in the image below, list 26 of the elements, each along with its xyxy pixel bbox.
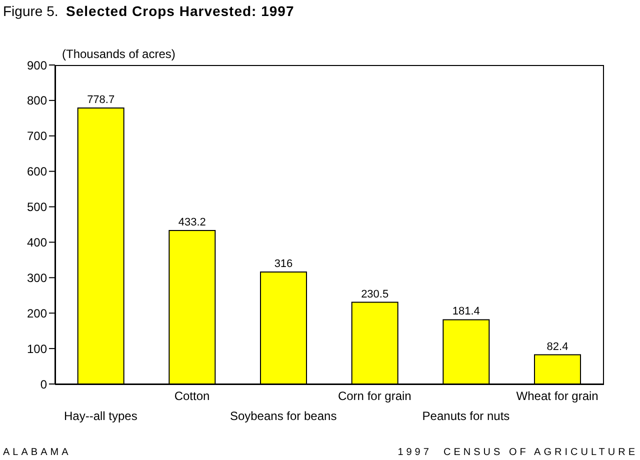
x-tick-label: Soybeans for beans	[230, 409, 337, 423]
data-label: 778.7	[87, 94, 115, 106]
data-label: 433.2	[178, 216, 206, 228]
data-label: 316	[274, 258, 293, 270]
x-tick-label: Corn for grain	[338, 389, 412, 403]
y-tick-label: 600	[26, 164, 48, 179]
x-tick-label: Peanuts for nuts	[422, 409, 510, 423]
data-label: 82.4	[546, 340, 568, 353]
y-tick-label: 300	[26, 270, 48, 285]
y-tick-label: 200	[26, 306, 48, 320]
y-tick-label: 100	[26, 342, 48, 356]
x-tick-label: Hay--all types	[64, 409, 138, 423]
text: ALABAMA	[3, 447, 72, 458]
x-tick-label: Wheat for grain	[516, 389, 598, 403]
y-tick-label: 900	[26, 58, 48, 72]
data-label: 181.4	[452, 306, 480, 318]
y-tick-label: 500	[26, 200, 48, 214]
y-tick-label: 0	[40, 377, 48, 392]
y-axis-title: (Thousands of acres)	[62, 47, 176, 61]
y-tick-label: 800	[26, 94, 48, 108]
text: 1997 CENSUS OF AGRICULTURE	[398, 447, 638, 458]
chart-title: Figure 5. Selected Crops Harvested: 1997	[3, 3, 294, 19]
y-tick-label: 400	[26, 235, 48, 250]
y-tick-label: 700	[26, 129, 48, 144]
data-label: 230.5	[361, 288, 389, 300]
x-tick-label: Cotton	[174, 389, 210, 403]
